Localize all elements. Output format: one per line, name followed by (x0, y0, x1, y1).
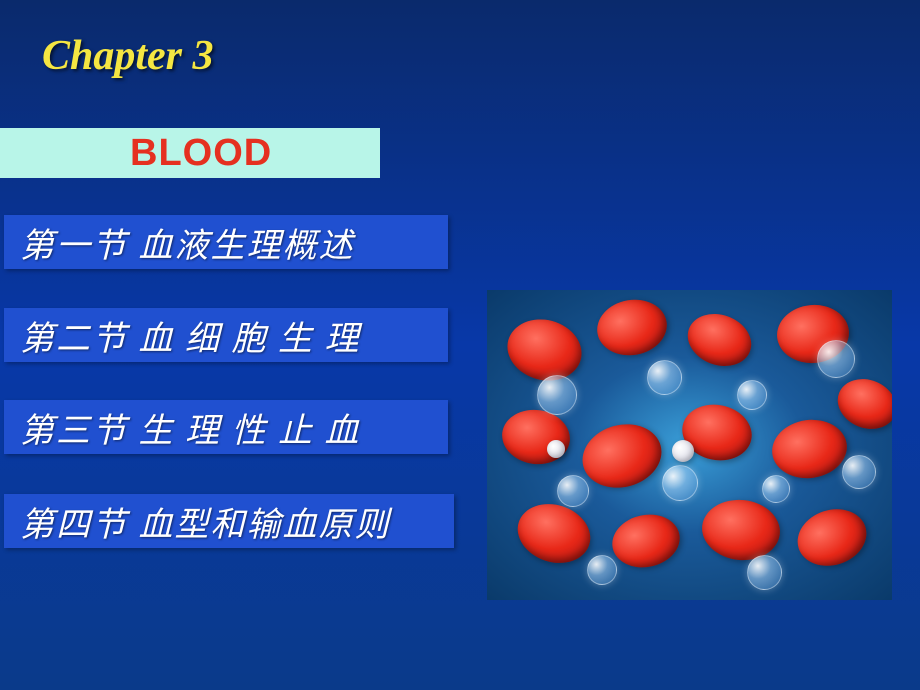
section-3-text: 第三节 生 理 性 止 血 (20, 403, 361, 452)
white-cell-icon (672, 440, 694, 462)
red-cell-icon (501, 311, 589, 388)
bubble-cell-icon (817, 340, 855, 378)
blood-cells-image (487, 290, 892, 600)
red-cell-icon (510, 495, 598, 572)
bubble-cell-icon (737, 380, 767, 410)
bubble-cell-icon (842, 455, 876, 489)
section-2-bar: 第二节 血 细 胞 生 理 (4, 308, 448, 362)
white-cell-icon (547, 440, 565, 458)
bubble-cell-icon (647, 360, 682, 395)
red-cell-icon (607, 508, 684, 573)
red-cell-icon (593, 294, 671, 360)
chapter-title: Chapter 3 (42, 32, 214, 80)
red-cell-icon (830, 371, 892, 438)
section-1-text: 第一节 血液生理概述 (20, 218, 355, 267)
section-2-text: 第二节 血 细 胞 生 理 (20, 311, 361, 360)
section-3-bar: 第三节 生 理 性 止 血 (4, 400, 448, 454)
red-cell-icon (768, 415, 850, 483)
red-cell-icon (699, 496, 783, 564)
bubble-cell-icon (557, 475, 589, 507)
red-cell-icon (499, 406, 574, 469)
blood-title-bar: BLOOD (0, 128, 380, 178)
bubble-cell-icon (762, 475, 790, 503)
red-cell-icon (790, 501, 874, 575)
bubble-cell-icon (747, 555, 782, 590)
red-cell-icon (575, 416, 668, 497)
section-4-bar: 第四节 血型和输血原则 (4, 494, 454, 548)
bubble-cell-icon (587, 555, 617, 585)
section-1-bar: 第一节 血液生理概述 (4, 215, 448, 269)
bubble-cell-icon (662, 465, 698, 501)
section-4-text: 第四节 血型和输血原则 (20, 497, 391, 546)
blood-label: BLOOD (130, 132, 272, 175)
red-cell-icon (680, 305, 758, 374)
bubble-cell-icon (537, 375, 577, 415)
